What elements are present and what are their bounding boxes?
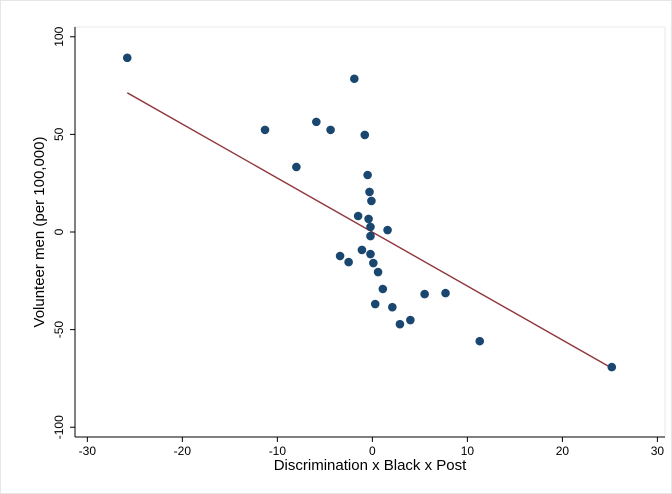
point <box>395 319 405 329</box>
point <box>344 257 353 267</box>
point <box>373 267 383 277</box>
point <box>420 289 429 299</box>
x-tick-label: -30 <box>79 444 97 458</box>
point <box>292 162 301 172</box>
point <box>406 315 415 325</box>
y-axis-title: Volunteer men (per 100,000) <box>31 137 48 328</box>
point <box>260 125 270 135</box>
point <box>360 130 370 140</box>
point <box>122 53 132 63</box>
point <box>363 170 372 180</box>
x-tick-label: 10 <box>461 444 475 458</box>
point <box>366 249 375 259</box>
point <box>364 214 373 224</box>
x-tick-label: 20 <box>556 444 570 458</box>
point <box>353 211 363 221</box>
point <box>366 231 375 241</box>
point <box>365 187 374 197</box>
point <box>366 222 375 232</box>
y-tick-label: -50 <box>52 321 66 339</box>
x-tick-label: -20 <box>174 444 192 458</box>
x-axis-title: Discrimination x Black x Post <box>274 457 467 474</box>
point <box>369 258 378 268</box>
point <box>383 225 392 235</box>
point <box>326 125 335 135</box>
y-tick-label: 50 <box>52 127 66 141</box>
x-tick-label: -10 <box>269 444 287 458</box>
y-tick-label: -100 <box>52 415 66 439</box>
point <box>335 251 345 261</box>
y-tick-label: 0 <box>52 228 66 235</box>
x-tick-label: 30 <box>651 444 665 458</box>
point <box>607 362 617 372</box>
point <box>388 302 397 312</box>
point <box>441 288 450 298</box>
point <box>357 245 367 255</box>
point <box>370 299 380 309</box>
point <box>312 117 321 127</box>
point <box>350 74 359 84</box>
point <box>475 336 485 346</box>
point <box>378 284 388 294</box>
point <box>367 196 376 206</box>
x-tick-label: 0 <box>369 444 376 458</box>
y-tick-label: 100 <box>52 26 66 46</box>
